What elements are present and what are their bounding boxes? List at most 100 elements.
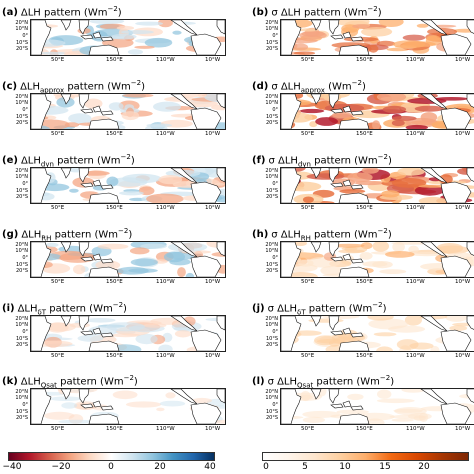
coastline (328, 389, 340, 404)
field-anomaly (197, 94, 207, 98)
lat-label: 10°N (15, 322, 28, 328)
lon-label: 150°E (106, 353, 123, 359)
coastline (440, 402, 472, 424)
lat-label: 0° (272, 181, 278, 187)
lon-label: 50°E (301, 353, 315, 359)
coastline (420, 316, 448, 332)
panel-title: (g) ΔLHRH pattern (Wm−2) (2, 224, 133, 242)
field-anomaly (373, 332, 397, 337)
panel-title-pre: σ ΔLH (271, 81, 301, 93)
coastline (80, 330, 94, 336)
coastline (420, 20, 448, 36)
field-anomaly (105, 322, 145, 332)
coastline (170, 389, 198, 405)
coastline (92, 327, 102, 335)
coastline (350, 258, 364, 264)
panel-title-sup: −2 (379, 374, 391, 382)
coastline (88, 118, 120, 129)
field-anomaly (140, 243, 167, 249)
field-anomaly (159, 400, 186, 407)
lat-label: 20°N (265, 168, 278, 174)
lat-label: 0° (272, 33, 278, 39)
panel-title-sup: −2 (123, 374, 134, 382)
panel-title-sub: Qsat (40, 381, 57, 390)
panel-title-sup: −2 (112, 301, 124, 309)
field-anomaly (300, 394, 313, 400)
field-anomaly (299, 28, 319, 32)
map-panel: (f) σ ΔLHdyn pattern (Wm−2) 20°N 10°N 0° 10°S… (252, 150, 474, 216)
lon-label: 150°E (106, 279, 123, 285)
lon-label: 50°E (51, 131, 65, 137)
coastline (31, 20, 52, 55)
field-anomaly (121, 111, 140, 121)
lat-label: 20°S (265, 194, 278, 200)
field-anomaly (146, 123, 173, 128)
lon-label: 110°W (406, 131, 425, 137)
field-anomaly (293, 242, 307, 247)
lon-label: 110°W (156, 353, 175, 359)
coastline (466, 20, 474, 34)
lat-label: 0° (272, 255, 278, 261)
lon-label: 150°E (356, 205, 373, 211)
panel-label: (e) (2, 155, 18, 167)
map-field (280, 315, 474, 352)
panel-title: (a) ΔLH pattern (Wm−2) (2, 2, 122, 18)
colorbar-right-tick: 5 (302, 462, 308, 472)
coastline (216, 242, 225, 257)
coastline (440, 107, 472, 129)
coastline (350, 36, 364, 42)
coastline (440, 329, 472, 351)
coastline (170, 168, 198, 184)
coastline (78, 20, 90, 35)
lat-label: 20°N (15, 316, 28, 322)
lat-label: 20°S (265, 342, 278, 348)
field-anomaly (309, 121, 318, 128)
field-anomaly (408, 245, 419, 254)
map-field (280, 167, 474, 204)
panel-title-end: ) (377, 7, 382, 19)
lon-label: 50°E (51, 205, 65, 211)
field-anomaly (157, 20, 173, 28)
lat-label: 20°S (265, 46, 278, 52)
lat-label: 10°N (265, 100, 278, 106)
map-panel: (d) σ ΔLHapprox (Wm−2) 20°N 10°N 0° 10°S 20°S 5… (252, 76, 474, 142)
coastline (170, 316, 198, 332)
map-panel: (j) σ ΔLHδT pattern (Wm−2) 20°N 10°N 0° 10°S 2… (252, 298, 474, 364)
field-anomaly (352, 24, 370, 29)
lat-label: 20°N (265, 316, 278, 322)
field-anomaly (376, 346, 393, 351)
field-anomaly (301, 30, 325, 37)
colorbar-right-tick: 10 (339, 462, 351, 472)
lat-label: 20°S (265, 415, 278, 421)
coastline (328, 168, 340, 183)
lon-label: 110°W (156, 426, 175, 432)
field-anomaly (97, 243, 129, 250)
field-anomaly (177, 267, 186, 277)
field-anomaly (391, 418, 414, 422)
field-anomaly (449, 325, 468, 331)
lat-label: 0° (22, 329, 28, 335)
field-anomaly (378, 20, 404, 27)
panel-title-end: ) (128, 229, 133, 241)
coastline (190, 402, 222, 424)
coastline (330, 330, 344, 336)
coastline (60, 20, 72, 31)
coastline (281, 242, 302, 277)
field-anomaly (367, 316, 394, 321)
panel-title-end: ) (390, 376, 395, 388)
coastline (328, 20, 340, 35)
field-anomaly (174, 330, 192, 338)
map-panel: (c) ΔLHapprox pattern (Wm−2) 20°N 10°N 0° 10°… (2, 76, 226, 142)
panel-title-end: ) (130, 155, 135, 167)
lat-label: 10°S (15, 114, 28, 120)
field-anomaly (185, 272, 195, 277)
lon-label: 50°E (301, 57, 315, 63)
panel-title-sub: approx (300, 86, 325, 95)
panel-title-sup: −2 (377, 227, 388, 235)
field-anomaly (69, 188, 79, 193)
panel-title-pre: σ ΔLH (267, 303, 298, 315)
coastline (60, 94, 72, 105)
colorbar-left-tick: 40 (204, 462, 216, 472)
map-panel: (k) ΔLHQsat pattern (Wm−2) 20°N 10°N 0° 10°S 2… (2, 371, 226, 437)
lat-label: 20°N (15, 389, 28, 395)
